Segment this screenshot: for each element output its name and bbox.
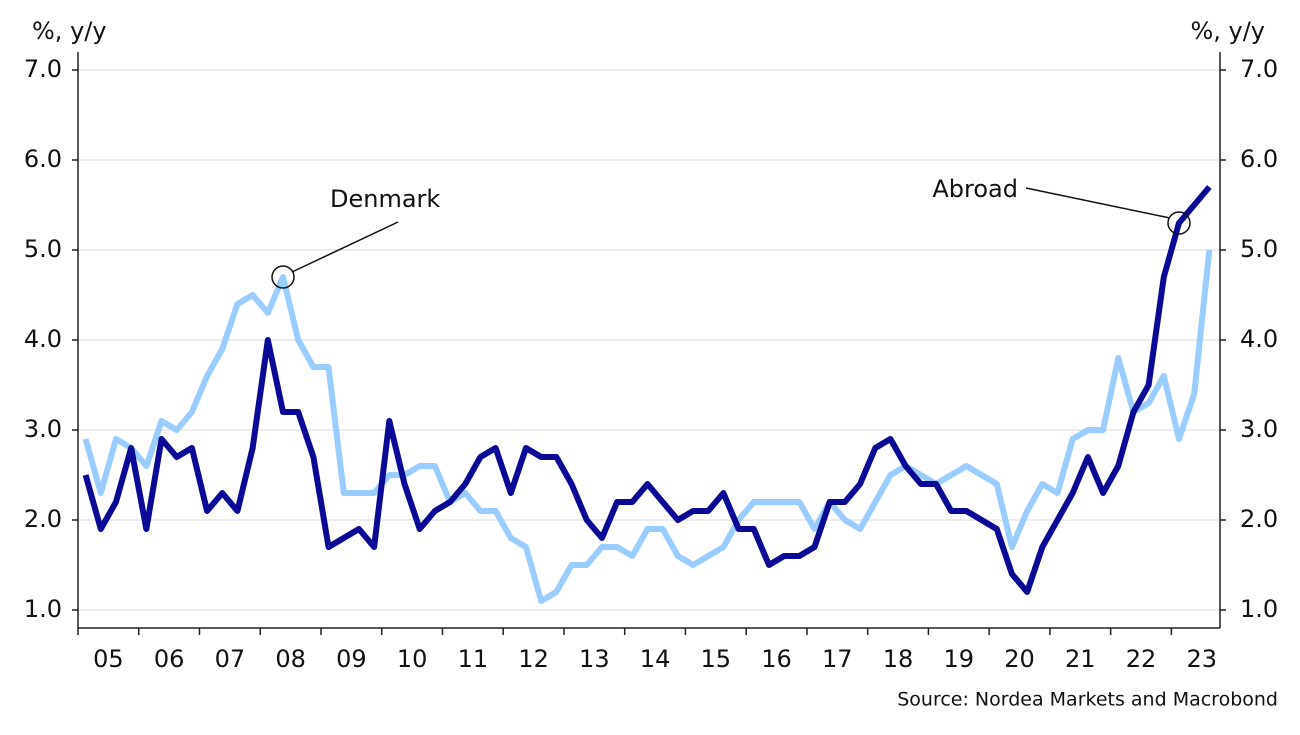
x-tick-label: 13 [579, 645, 610, 673]
x-tick-label: 16 [761, 645, 792, 673]
series-line [82, 249, 1213, 604]
y2-tick-label: 5.0 [1240, 235, 1278, 263]
y2-tick-label: 3.0 [1240, 415, 1278, 443]
y2-tick-label: 7.0 [1240, 55, 1278, 83]
x-tick-label: 21 [1065, 645, 1096, 673]
x-tick-label: 09 [336, 645, 367, 673]
annotation: Denmark [330, 185, 440, 213]
x-tick-label: 05 [93, 645, 124, 673]
y-tick-label: 3.0 [24, 415, 62, 443]
x-tick-label: 10 [397, 645, 428, 673]
annotation-leader [1025, 187, 1171, 219]
y2-tick-label: 2.0 [1240, 505, 1278, 533]
x-tick-label: 14 [640, 645, 671, 673]
series-line [82, 185, 1212, 595]
y-tick-label: 2.0 [24, 505, 62, 533]
annotation-circle [271, 265, 295, 289]
x-tick-label: 20 [1004, 645, 1035, 673]
y-tick-label: 5.0 [24, 235, 62, 263]
y-tick-label: 4.0 [24, 325, 62, 353]
x-tick-label: 19 [944, 645, 975, 673]
x-tick-label: 06 [154, 645, 185, 673]
annotation: Abroad [932, 175, 1018, 203]
y-tick-label: 7.0 [24, 55, 62, 83]
x-tick-label: 17 [822, 645, 853, 673]
x-tick-label: 12 [518, 645, 549, 673]
y-axis-label: %, y/y [32, 17, 107, 45]
y2-tick-label: 6.0 [1240, 145, 1278, 173]
x-tick-label: 15 [701, 645, 732, 673]
x-tick-label: 07 [215, 645, 246, 673]
y2-tick-label: 1.0 [1240, 595, 1278, 623]
x-tick-label: 08 [275, 645, 306, 673]
x-tick-label: 11 [458, 645, 489, 673]
annotation-circle [1167, 211, 1191, 235]
y-tick-label: 1.0 [24, 595, 62, 623]
y2-axis-label: %, y/y [1190, 17, 1265, 45]
x-tick-label: 22 [1126, 645, 1157, 673]
source: Source: Nordea Markets and Macrobond [897, 689, 1278, 711]
x-tick-label: 18 [883, 645, 914, 673]
y-tick-label: 6.0 [24, 145, 62, 173]
x-tick-label: 23 [1187, 645, 1218, 673]
y2-tick-label: 4.0 [1240, 325, 1278, 353]
annotation-leader [291, 221, 399, 273]
